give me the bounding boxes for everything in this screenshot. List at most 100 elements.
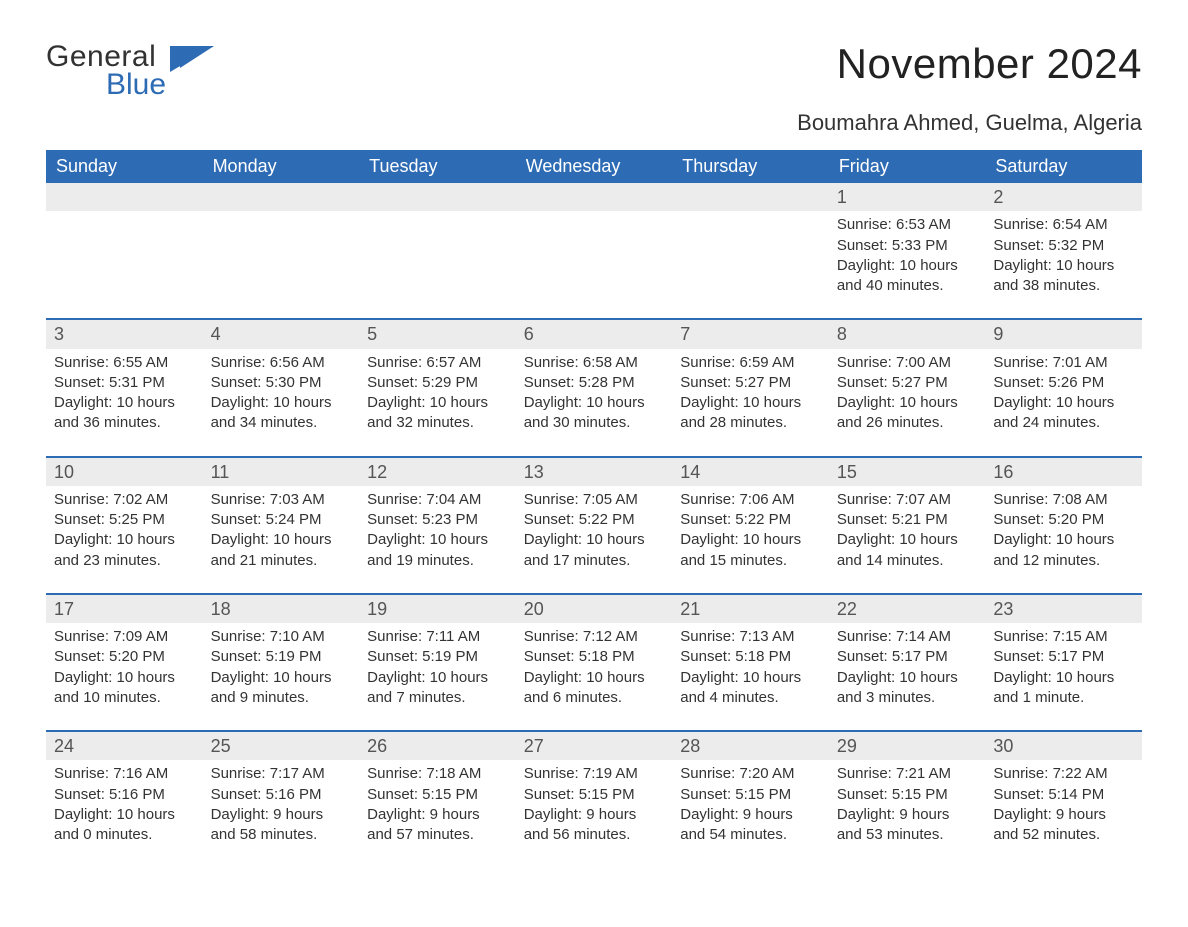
sunrise-text: Sunrise: 7:20 AM [680,764,821,784]
day-number: 12 [359,457,516,486]
sunset-text: Sunset: 5:22 PM [680,510,821,530]
empty-day-number [46,183,203,211]
daylight2-text: and 0 minutes. [54,825,195,845]
day-number: 14 [672,457,829,486]
sunrise-text: Sunrise: 7:02 AM [54,490,195,510]
sunrise-text: Sunrise: 7:09 AM [54,627,195,647]
day-number: 25 [203,731,360,760]
day-cell: Sunrise: 7:18 AMSunset: 5:15 PMDaylight:… [359,760,516,867]
daylight2-text: and 56 minutes. [524,825,665,845]
daylight2-text: and 4 minutes. [680,688,821,708]
daylight1-text: Daylight: 10 hours [993,668,1134,688]
day-cell: Sunrise: 6:56 AMSunset: 5:30 PMDaylight:… [203,349,360,457]
day-number: 8 [829,319,986,348]
day-cell: Sunrise: 6:57 AMSunset: 5:29 PMDaylight:… [359,349,516,457]
empty-cell [359,211,516,319]
day-number: 20 [516,594,673,623]
sunset-text: Sunset: 5:14 PM [993,785,1134,805]
daylight2-text: and 7 minutes. [367,688,508,708]
day-number: 19 [359,594,516,623]
sunset-text: Sunset: 5:23 PM [367,510,508,530]
sunrise-text: Sunrise: 7:18 AM [367,764,508,784]
week-daynum-row: 12 [46,183,1142,211]
sunrise-text: Sunrise: 7:05 AM [524,490,665,510]
day-cell: Sunrise: 6:59 AMSunset: 5:27 PMDaylight:… [672,349,829,457]
sunset-text: Sunset: 5:30 PM [211,373,352,393]
sunset-text: Sunset: 5:25 PM [54,510,195,530]
weekday-header: Monday [203,150,360,183]
daylight1-text: Daylight: 10 hours [524,393,665,413]
sunrise-text: Sunrise: 7:03 AM [211,490,352,510]
sunrise-text: Sunrise: 6:57 AM [367,353,508,373]
sunrise-text: Sunrise: 6:59 AM [680,353,821,373]
day-cell: Sunrise: 7:05 AMSunset: 5:22 PMDaylight:… [516,486,673,594]
day-number: 17 [46,594,203,623]
day-cell: Sunrise: 7:01 AMSunset: 5:26 PMDaylight:… [985,349,1142,457]
sunrise-text: Sunrise: 7:21 AM [837,764,978,784]
day-number: 5 [359,319,516,348]
sunset-text: Sunset: 5:20 PM [993,510,1134,530]
day-number: 27 [516,731,673,760]
daylight2-text: and 30 minutes. [524,413,665,433]
empty-day-number [203,183,360,211]
weekday-header: Tuesday [359,150,516,183]
daylight1-text: Daylight: 10 hours [54,530,195,550]
week-daynum-row: 10111213141516 [46,457,1142,486]
day-cell: Sunrise: 6:54 AMSunset: 5:32 PMDaylight:… [985,211,1142,319]
sunrise-text: Sunrise: 7:12 AM [524,627,665,647]
title-block: November 2024 [837,40,1142,88]
day-cell: Sunrise: 7:13 AMSunset: 5:18 PMDaylight:… [672,623,829,731]
day-number: 29 [829,731,986,760]
daylight1-text: Daylight: 10 hours [367,530,508,550]
daylight2-text: and 19 minutes. [367,551,508,571]
daylight2-text: and 9 minutes. [211,688,352,708]
sunset-text: Sunset: 5:18 PM [680,647,821,667]
sunrise-text: Sunrise: 7:08 AM [993,490,1134,510]
day-cell: Sunrise: 7:02 AMSunset: 5:25 PMDaylight:… [46,486,203,594]
day-cell: Sunrise: 7:20 AMSunset: 5:15 PMDaylight:… [672,760,829,867]
day-cell: Sunrise: 7:19 AMSunset: 5:15 PMDaylight:… [516,760,673,867]
day-number: 22 [829,594,986,623]
day-number: 16 [985,457,1142,486]
daylight2-text: and 12 minutes. [993,551,1134,571]
weekday-header: Sunday [46,150,203,183]
day-number: 11 [203,457,360,486]
empty-cell [672,211,829,319]
sunrise-text: Sunrise: 7:10 AM [211,627,352,647]
week-detail-row: Sunrise: 7:09 AMSunset: 5:20 PMDaylight:… [46,623,1142,731]
empty-cell [516,211,673,319]
empty-cell [46,211,203,319]
day-number: 23 [985,594,1142,623]
day-number: 30 [985,731,1142,760]
sunrise-text: Sunrise: 7:14 AM [837,627,978,647]
week-detail-row: Sunrise: 6:55 AMSunset: 5:31 PMDaylight:… [46,349,1142,457]
weekday-header: Wednesday [516,150,673,183]
sunrise-text: Sunrise: 7:00 AM [837,353,978,373]
sunset-text: Sunset: 5:21 PM [837,510,978,530]
day-cell: Sunrise: 7:21 AMSunset: 5:15 PMDaylight:… [829,760,986,867]
day-cell: Sunrise: 7:22 AMSunset: 5:14 PMDaylight:… [985,760,1142,867]
daylight2-text: and 23 minutes. [54,551,195,571]
sunrise-text: Sunrise: 7:07 AM [837,490,978,510]
daylight1-text: Daylight: 10 hours [211,668,352,688]
daylight2-text: and 6 minutes. [524,688,665,708]
sunrise-text: Sunrise: 7:15 AM [993,627,1134,647]
sunset-text: Sunset: 5:17 PM [993,647,1134,667]
daylight2-text: and 14 minutes. [837,551,978,571]
daylight1-text: Daylight: 9 hours [993,805,1134,825]
sunset-text: Sunset: 5:19 PM [367,647,508,667]
sunset-text: Sunset: 5:15 PM [837,785,978,805]
day-cell: Sunrise: 6:53 AMSunset: 5:33 PMDaylight:… [829,211,986,319]
daylight1-text: Daylight: 9 hours [524,805,665,825]
empty-day-number [672,183,829,211]
logo-word-2: Blue [106,68,166,102]
daylight1-text: Daylight: 10 hours [211,530,352,550]
sunrise-text: Sunrise: 7:01 AM [993,353,1134,373]
sunrise-text: Sunrise: 7:16 AM [54,764,195,784]
day-cell: Sunrise: 7:12 AMSunset: 5:18 PMDaylight:… [516,623,673,731]
daylight1-text: Daylight: 10 hours [837,256,978,276]
day-cell: Sunrise: 7:09 AMSunset: 5:20 PMDaylight:… [46,623,203,731]
sunset-text: Sunset: 5:18 PM [524,647,665,667]
daylight2-text: and 38 minutes. [993,276,1134,296]
sunset-text: Sunset: 5:19 PM [211,647,352,667]
